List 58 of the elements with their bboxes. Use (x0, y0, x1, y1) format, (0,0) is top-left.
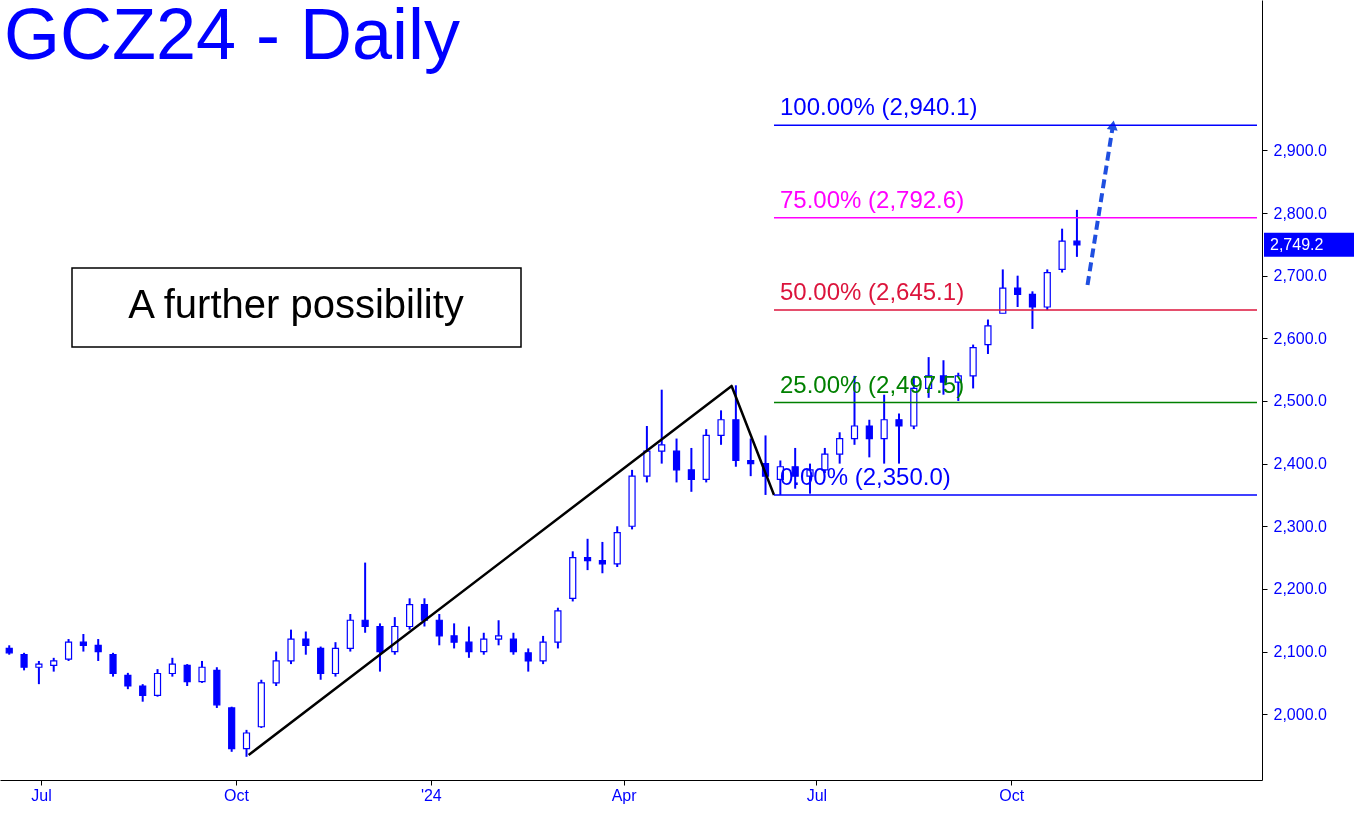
candlestick (524, 647, 532, 673)
y-tick-label: 2,500.0 (1273, 392, 1327, 410)
candlestick (984, 318, 992, 355)
ref-line-label: 100.00% (2,940.1) (779, 93, 978, 121)
y-tick-label: 2,600.0 (1273, 329, 1327, 347)
candlestick (302, 630, 310, 656)
candlestick (153, 668, 162, 698)
text: 2,749.2 (1270, 235, 1324, 253)
y-tick-label: 2,700.0 (1273, 267, 1327, 285)
y-tick-label: 2,000.0 (1273, 705, 1327, 723)
candlestick (272, 650, 280, 688)
candlestick (539, 634, 547, 666)
candlestick (895, 412, 903, 465)
ref-line-label: 75.00% (2,792.6) (779, 185, 965, 213)
candlestick (717, 409, 725, 446)
candlestick (480, 631, 488, 656)
candlestick (109, 651, 117, 678)
candlestick (183, 663, 191, 688)
candlestick (94, 638, 102, 662)
candlestick (495, 619, 503, 647)
annotation: A further possibility (128, 282, 464, 326)
candlestick (287, 628, 295, 666)
candlestick (865, 418, 873, 459)
y-tick-label: 2,900.0 (1273, 141, 1327, 159)
candlestick (465, 625, 473, 659)
ref-line-label: 50.00% (2,645.1) (779, 278, 965, 306)
x-tick-label: Jul (806, 786, 828, 804)
candlestick (361, 561, 369, 634)
candlestick (242, 728, 251, 758)
x-tick-label: Apr (611, 786, 638, 804)
y-tick-label: 2,200.0 (1273, 580, 1327, 598)
candlestick (658, 388, 666, 465)
candlestick (1028, 290, 1037, 330)
x-tick-label: '24 (420, 786, 442, 804)
x-tick-label: Oct (999, 786, 1025, 804)
x-tick-label: Jul (31, 786, 52, 804)
candlestick (583, 537, 592, 572)
candlestick (687, 446, 695, 493)
candlestick (406, 597, 414, 631)
y-tick-label: 2,400.0 (1273, 455, 1327, 473)
candlestick (35, 659, 43, 686)
candlestick (450, 622, 458, 650)
y-tick-label: 2,300.0 (1273, 517, 1327, 535)
x-tick-label: Oct (223, 786, 250, 804)
y-tick-label: 2,100.0 (1273, 643, 1327, 661)
candlestick (598, 540, 606, 575)
candlestick (1014, 274, 1022, 308)
candlestick (168, 656, 176, 678)
chart-title: GCZ24 - Daily (4, 0, 461, 74)
candlestick (198, 659, 206, 684)
candlestick (1073, 208, 1081, 258)
y-tick-label: 2,800.0 (1273, 204, 1327, 222)
candlestick (509, 631, 518, 656)
candlestick (435, 612, 443, 647)
candlestick (672, 437, 681, 484)
candlestick (64, 638, 73, 662)
candlestick (747, 437, 755, 478)
candlestick (836, 431, 844, 465)
